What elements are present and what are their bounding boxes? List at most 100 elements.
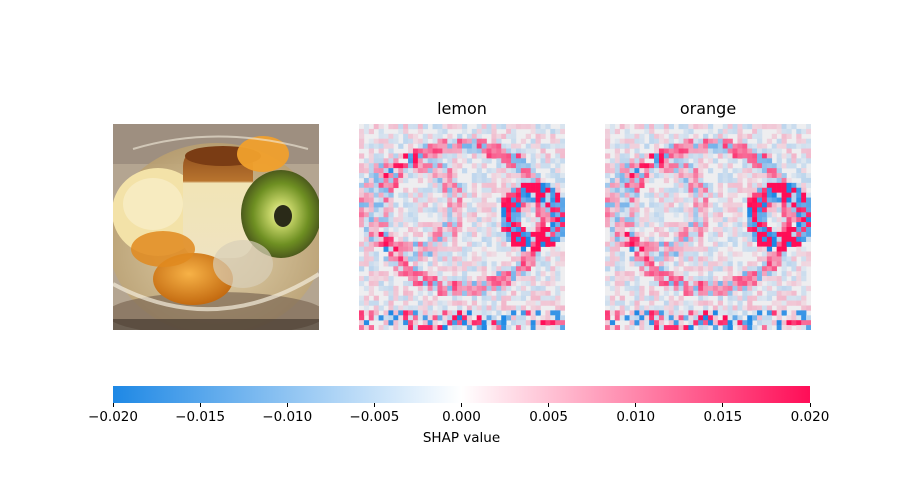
heatmap-cell	[683, 168, 689, 174]
heatmap-cell	[408, 212, 414, 218]
heatmap-cell	[698, 222, 704, 228]
heatmap-cell	[555, 315, 561, 321]
heatmap-cell	[447, 168, 453, 174]
heatmap-cell	[368, 256, 375, 262]
heatmap-cell	[752, 207, 758, 213]
heatmap-cell	[359, 310, 365, 316]
heatmap-cell	[654, 241, 660, 247]
heatmap-cell	[550, 241, 556, 247]
heatmap-cell	[466, 236, 473, 243]
heatmap-cell	[525, 148, 531, 154]
heatmap-cell	[520, 285, 527, 292]
heatmap-cell	[708, 182, 714, 189]
heatmap-cell	[555, 256, 561, 262]
heatmap-cell	[688, 177, 694, 184]
heatmap-cell	[363, 128, 370, 135]
heatmap-cell	[408, 320, 414, 326]
heatmap-cell	[722, 315, 728, 321]
heatmap-cell	[678, 173, 684, 179]
heatmap-cell	[525, 163, 531, 169]
heatmap-cell	[550, 236, 556, 243]
heatmap-cell	[609, 197, 616, 203]
heatmap-cell	[796, 212, 802, 218]
heatmap-cell	[560, 173, 565, 179]
heatmap-cell	[708, 290, 714, 296]
heatmap-cell	[540, 236, 546, 243]
heatmap-cell	[781, 310, 787, 316]
heatmap-cell	[644, 315, 650, 321]
heatmap-cell	[496, 290, 502, 296]
heatmap-cell	[560, 153, 565, 159]
heatmap-cell	[491, 300, 497, 306]
heatmap-cell	[373, 280, 379, 287]
heatmap-cell	[398, 315, 404, 321]
heatmap-cell	[511, 315, 517, 321]
heatmap-cell	[481, 207, 487, 213]
heatmap-cell	[781, 163, 787, 169]
heatmap-cell	[717, 182, 724, 189]
heatmap-cell	[609, 261, 616, 267]
heatmap-cell	[698, 256, 704, 262]
heatmap-cell	[688, 266, 694, 272]
heatmap-cell	[403, 256, 409, 262]
heatmap-cell	[540, 295, 546, 301]
heatmap-cell	[555, 227, 561, 233]
heatmap-cell	[761, 231, 768, 238]
heatmap-cell	[737, 168, 743, 174]
heatmap-cell	[742, 280, 748, 287]
heatmap-cell	[624, 241, 630, 247]
heatmap-cell	[481, 231, 487, 238]
heatmap-cell	[535, 177, 541, 184]
heatmap-cell	[540, 290, 546, 296]
heatmap-cell	[771, 300, 777, 306]
heatmap-cell	[752, 187, 758, 193]
heatmap-cell	[363, 187, 370, 193]
heatmap-cell	[624, 153, 630, 159]
heatmap-cell	[452, 236, 458, 243]
heatmap-cell	[447, 153, 453, 159]
heatmap-cell	[368, 173, 375, 179]
heatmap-cell	[383, 276, 389, 282]
heatmap-cell	[437, 177, 443, 184]
heatmap-cell	[786, 192, 792, 198]
heatmap-cell	[388, 217, 394, 223]
heatmap-cell	[806, 251, 811, 257]
heatmap-cell	[496, 187, 502, 193]
heatmap-cell	[496, 173, 502, 179]
heatmap-cell	[560, 305, 565, 311]
heatmap-cell	[771, 168, 777, 174]
heatmap-cell	[629, 158, 635, 164]
heatmap-cell	[624, 173, 630, 179]
heatmap-cell	[629, 231, 635, 238]
heatmap-cell	[403, 285, 409, 292]
heatmap-cell	[471, 138, 478, 144]
heatmap-cell	[452, 182, 458, 189]
heatmap-cell	[649, 325, 655, 330]
heatmap-cell	[619, 168, 625, 174]
heatmap-cell	[629, 290, 635, 296]
heatmap-cell	[496, 276, 502, 282]
heatmap-cell	[605, 217, 611, 223]
heatmap-cell	[462, 202, 468, 208]
heatmap-cell	[776, 261, 782, 267]
heatmap-cell	[806, 315, 811, 321]
heatmap-cell	[506, 133, 512, 140]
heatmap-cell	[466, 227, 473, 233]
heatmap-cell	[373, 310, 379, 316]
heatmap-cell	[393, 251, 399, 257]
heatmap-cell	[801, 207, 807, 213]
heatmap-cell	[673, 133, 679, 140]
heatmap-cell	[727, 285, 733, 292]
heatmap-cell	[722, 227, 728, 233]
heatmap-cell	[732, 241, 738, 247]
heatmap-cell	[776, 300, 782, 306]
heatmap-cell	[417, 315, 424, 321]
heatmap-cell	[403, 236, 409, 243]
heatmap-cell	[476, 128, 482, 135]
heatmap-cell	[457, 182, 463, 189]
heatmap-cell	[417, 231, 424, 238]
heatmap-cell	[506, 325, 512, 330]
heatmap-cell	[491, 305, 497, 311]
heatmap-cell	[452, 124, 458, 130]
heatmap-cell	[766, 197, 773, 203]
